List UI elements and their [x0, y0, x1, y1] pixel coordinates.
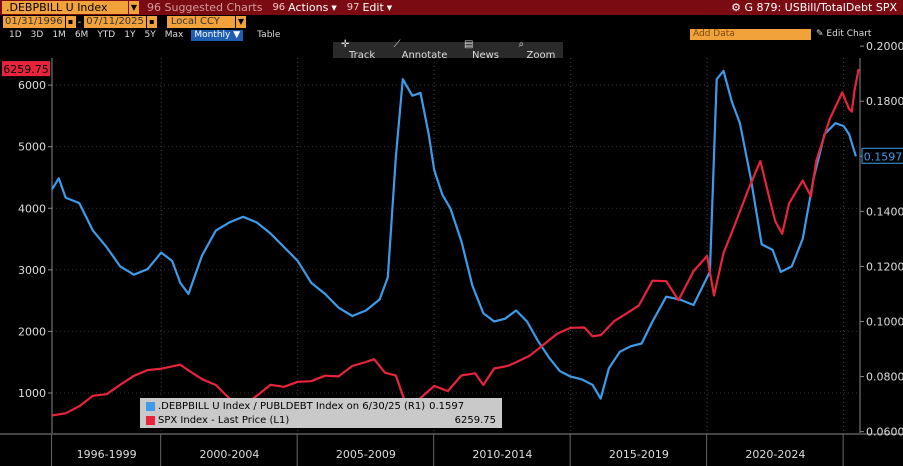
edit-chart-button[interactable]: ✎ Edit Chart: [816, 29, 871, 40]
period-max[interactable]: Max: [164, 30, 184, 40]
suggested-charts-label: Suggested Charts: [164, 1, 263, 14]
right-tick-label: 0.1800: [866, 95, 903, 108]
date-separator: -: [77, 16, 82, 28]
series-lines: [51, 68, 860, 417]
table-button[interactable]: Table: [257, 30, 281, 40]
chart-legend: .DEBPBILL U Index / PUBLDEBT Index on 6/…: [140, 398, 502, 428]
x-tick-label: 2015-2019: [609, 448, 669, 461]
x-tick-label: 2010-2014: [472, 448, 532, 461]
period-ytd[interactable]: YTD: [97, 30, 116, 40]
annotate-tool[interactable]: ⟋ Annotate: [393, 39, 448, 61]
right-tick-label: 0.0800: [866, 371, 903, 384]
edit-chart-label: Edit Chart: [826, 29, 872, 39]
frequency-select[interactable]: Monthly ▼: [191, 29, 244, 41]
left-last-value-badge: [2, 61, 50, 77]
legend-label-ratio: .DEBPBILL U Index / PUBLDEBT Index on 6/…: [158, 401, 426, 412]
period-1d[interactable]: 1D: [9, 30, 22, 40]
period-1m[interactable]: 1M: [52, 30, 66, 40]
period-5y[interactable]: 5Y: [144, 30, 156, 40]
chevron-down-icon: ▼: [386, 3, 393, 12]
end-date-calendar[interactable]: ▪: [146, 16, 157, 28]
x-tick-label: 2020-2024: [745, 448, 805, 461]
suggested-charts-menu[interactable]: 96 Suggested Charts: [147, 1, 262, 14]
right-tick-label: 0.1200: [866, 260, 903, 273]
left-tick-label: 6000: [18, 79, 46, 92]
actions-number: 96: [272, 2, 286, 13]
chart-tools-bar: ✛ Track ⟋ Annotate ▤ News ⌕ Zoom: [333, 39, 563, 61]
series-line-spx: [51, 68, 860, 417]
edit-label: Edit: [362, 1, 384, 14]
period-bar: 1D 3D 1M 6M YTD 1Y 5Y Max Monthly ▼ Tabl…: [0, 29, 903, 41]
zoom-label: Zoom: [526, 50, 556, 61]
left-tick-label: 4000: [18, 202, 46, 215]
legend-value-ratio: 0.1597: [429, 401, 465, 412]
legend-value-spx: 6259.75: [454, 415, 496, 426]
date-range-bar: 01/31/1996 ▪ - 07/11/2025 ▪ Local CCY ▼: [0, 15, 903, 29]
track-label: Track: [349, 50, 376, 61]
series-line-ratio: [51, 69, 857, 400]
legend-entry-ratio: .DEBPBILL U Index / PUBLDEBT Index on 6/…: [146, 401, 496, 412]
x-tick-label: 2000-2004: [199, 448, 259, 461]
start-date-calendar[interactable]: ▪: [65, 16, 76, 28]
suggested-charts-number: 96: [147, 1, 161, 14]
chart-background: [0, 42, 903, 466]
right-tick-label: 0.1400: [866, 205, 903, 218]
annotate-label: Annotate: [401, 50, 448, 61]
left-tick-label: 1000: [18, 387, 46, 400]
news-label: News: [472, 50, 500, 61]
period-1y[interactable]: 1Y: [124, 30, 136, 40]
currency-dropdown[interactable]: ▼: [235, 16, 246, 28]
right-tick-label: 0.2000: [866, 40, 903, 53]
add-data-input[interactable]: Add Data: [690, 29, 811, 40]
left-tick-label: 3000: [18, 264, 46, 277]
edit-menu[interactable]: 97 Edit ▼: [347, 1, 392, 14]
ticker-input[interactable]: .DEBPBILL U Index: [2, 1, 128, 14]
right-last-value-badge: [861, 147, 903, 164]
currency-select[interactable]: Local CCY: [166, 16, 235, 28]
axis-labels: 1000 2000 3000 4000 5000 6000 0.0600 0.0800 0.10…: [2, 40, 903, 461]
axes: [0, 45, 903, 466]
end-date-input[interactable]: 07/11/2025: [84, 16, 146, 28]
command-toolbar: .DEBPBILL U Index ▼ 96 Suggested Charts …: [0, 0, 903, 15]
legend-entry-spx: SPX Index - Last Price (L1) 6259.75: [146, 415, 496, 426]
actions-menu[interactable]: 96 Actions ▼: [272, 1, 336, 14]
left-tick-label: 2000: [18, 325, 46, 338]
pencil-icon: ✎: [816, 29, 824, 39]
track-tool[interactable]: ✛ Track: [341, 39, 376, 61]
legend-label-spx: SPX Index - Last Price (L1): [158, 415, 290, 426]
legend-swatch-blue: [146, 402, 155, 411]
edit-number: 97: [346, 2, 360, 13]
graph-title: ⚙ G 879: USBill/TotalDebt SPX: [731, 0, 897, 15]
zoom-tool[interactable]: ⌕ Zoom: [518, 39, 556, 61]
graph-title-text: G 879: USBill/TotalDebt SPX: [744, 1, 897, 14]
ticker-dropdown[interactable]: ▼: [129, 1, 139, 14]
chevron-down-icon: ▼: [331, 3, 337, 12]
gridlines: [51, 58, 860, 433]
period-3d[interactable]: 3D: [30, 30, 44, 40]
frequency-label: Monthly: [194, 29, 231, 40]
right-last-value-label: 0.1597: [864, 150, 903, 163]
news-tool[interactable]: ▤ News: [464, 39, 500, 61]
right-tick-label: 0.0600: [866, 426, 903, 439]
actions-label: Actions: [288, 1, 329, 14]
start-date-input[interactable]: 01/31/1996: [3, 16, 65, 28]
legend-swatch-red: [146, 416, 155, 425]
period-6m[interactable]: 6M: [74, 30, 89, 40]
x-tick-label: 1996-1999: [77, 448, 137, 461]
left-last-value-label: 6259.75: [3, 63, 49, 76]
right-tick-label: 0.1000: [866, 315, 903, 328]
wrench-icon[interactable]: ⚙: [731, 1, 741, 14]
x-tick-label: 2005-2009: [336, 448, 396, 461]
left-tick-label: 5000: [18, 141, 46, 154]
